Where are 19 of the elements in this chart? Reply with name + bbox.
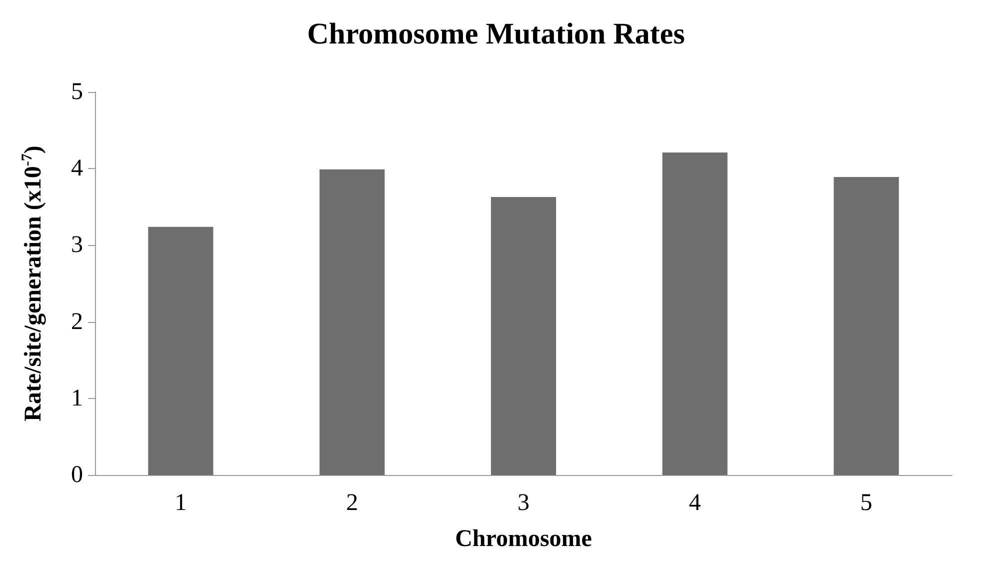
x-tick-label: 3 [518,490,530,516]
y-tick-label: 1 [71,385,83,412]
x-tick-label: 4 [688,490,701,516]
y-tick-label: 2 [71,308,83,335]
bar [662,152,728,475]
y-tick-label: 3 [71,232,83,258]
y-tick-label: 4 [71,156,83,182]
x-axis-title: Chromosome [455,526,592,552]
bar [834,177,899,475]
y-axis-title: Rate/site/generation (x10-7) [20,146,46,422]
x-tick-label: 5 [860,490,872,516]
y-tick-label: 0 [71,462,83,488]
y-tick-label: 5 [71,79,83,105]
x-tick-label: 2 [346,490,358,516]
bar [320,169,385,475]
x-tick-label: 1 [174,490,187,516]
bar [490,196,556,475]
bar [148,226,214,475]
chart-title: Chromosome Mutation Rates [307,18,685,50]
